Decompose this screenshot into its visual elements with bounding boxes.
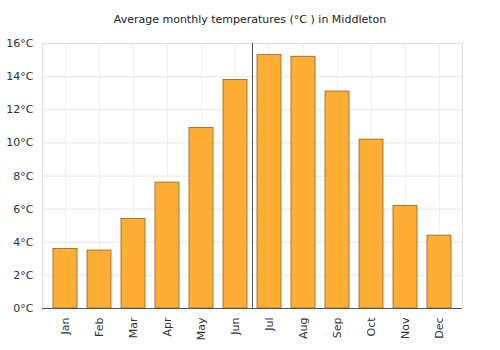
svg-text:Sep: Sep xyxy=(331,317,344,338)
svg-text:Nov: Nov xyxy=(399,317,412,339)
svg-text:Jul: Jul xyxy=(263,318,276,332)
svg-text:14°C: 14°C xyxy=(6,70,33,83)
svg-text:8°C: 8°C xyxy=(13,170,33,183)
svg-text:4°C: 4°C xyxy=(13,236,33,249)
svg-text:Aug: Aug xyxy=(297,318,310,339)
svg-text:12°C: 12°C xyxy=(6,103,33,116)
svg-text:Feb: Feb xyxy=(93,317,106,336)
svg-text:0°C: 0°C xyxy=(13,302,33,315)
svg-text:Oct: Oct xyxy=(365,317,378,337)
svg-text:May: May xyxy=(195,317,208,340)
svg-text:Jan: Jan xyxy=(59,317,72,335)
svg-text:6°C: 6°C xyxy=(13,203,33,216)
svg-text:Jun: Jun xyxy=(229,317,242,335)
svg-text:10°C: 10°C xyxy=(6,136,33,149)
svg-text:16°C: 16°C xyxy=(6,37,33,50)
svg-text:Apr: Apr xyxy=(161,317,174,337)
svg-text:Mar: Mar xyxy=(127,317,140,338)
svg-text:2°C: 2°C xyxy=(13,269,33,282)
html-text:Average monthly temperatures (: Average monthly temperatures (°C ) in Mi… xyxy=(113,13,387,26)
svg-text:Dec: Dec xyxy=(433,318,446,339)
